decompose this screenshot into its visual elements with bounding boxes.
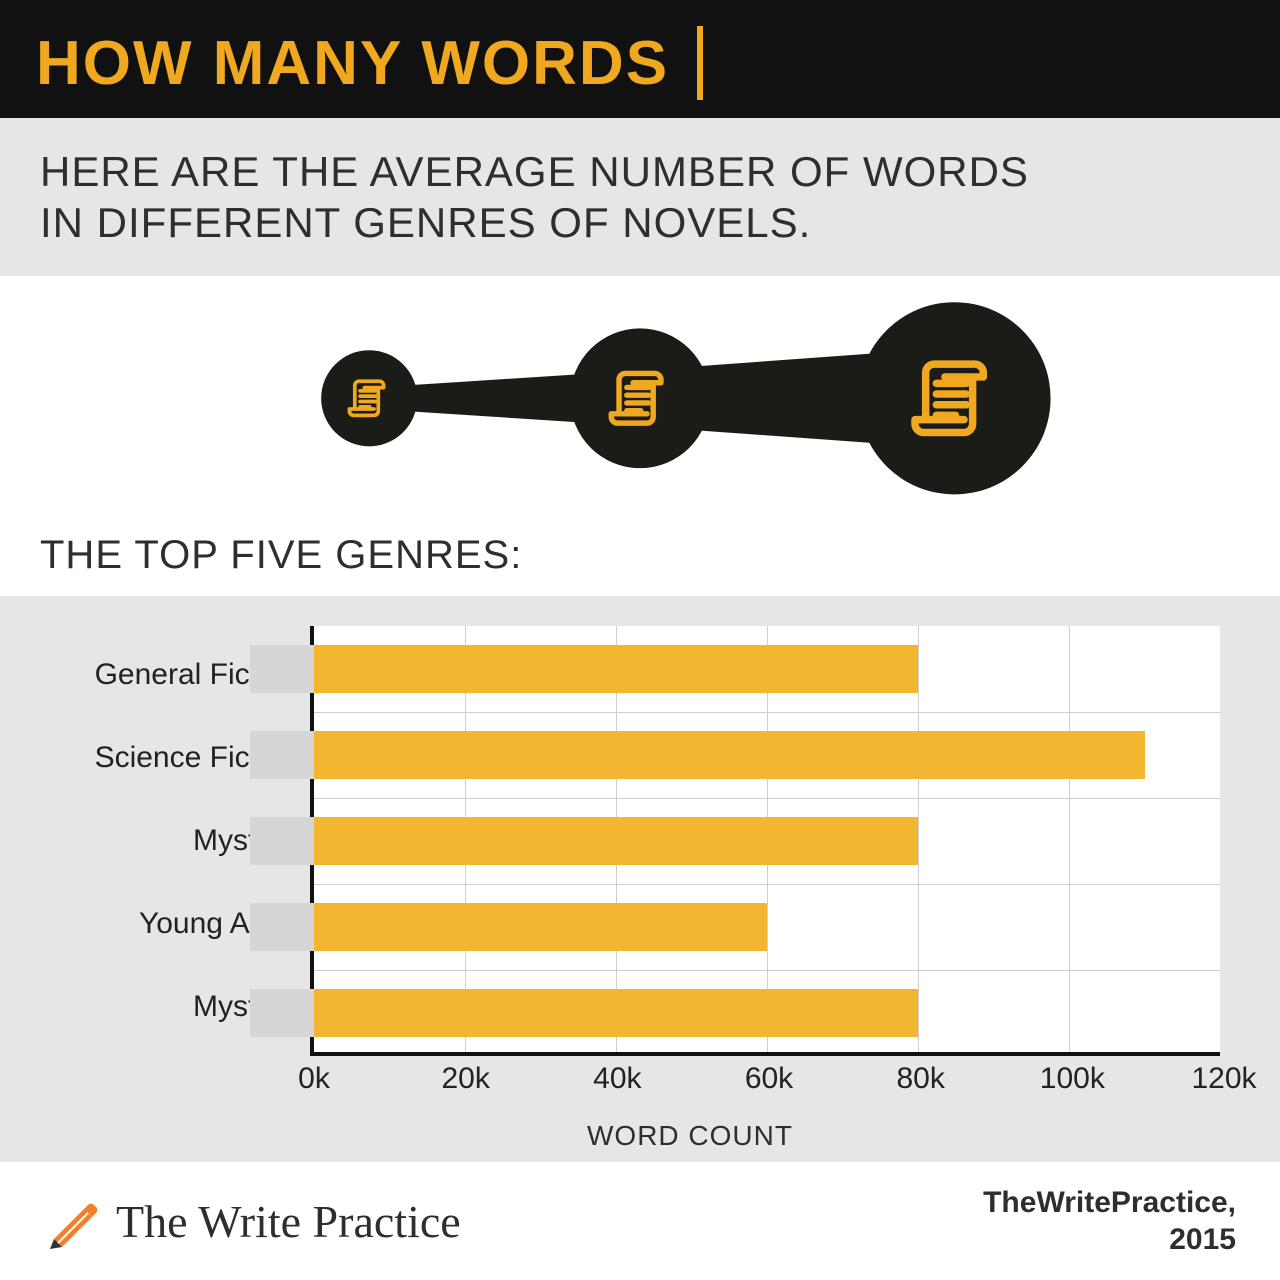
- gridline-horizontal: [314, 712, 1220, 713]
- x-tick-label: 20k: [441, 1062, 489, 1096]
- credit: TheWritePractice, 2015: [983, 1184, 1236, 1259]
- bar: [314, 903, 767, 951]
- credit-line2: 2015: [1169, 1223, 1236, 1256]
- bar: [314, 731, 1145, 779]
- chart-inner: General FictionScience FictionMysteryYou…: [60, 626, 1220, 1056]
- credit-line1: TheWritePractice,: [983, 1186, 1236, 1219]
- scroll-circle: [321, 351, 417, 447]
- bar-stub: [250, 989, 314, 1037]
- subtitle-line2: IN DIFFERENT GENRES OF NOVELS.: [40, 199, 811, 246]
- page-title: HOW MANY WORDS: [36, 28, 669, 99]
- x-tick-label: 120k: [1191, 1062, 1256, 1096]
- bar: [314, 817, 918, 865]
- subtitle-bar: HERE ARE THE AVERAGE NUMBER OF WORDS IN …: [0, 118, 1280, 276]
- page: HOW MANY WORDS HERE ARE THE AVERAGE NUMB…: [0, 0, 1280, 1280]
- scroll-icons-row: [0, 276, 1280, 521]
- bar-stub: [250, 645, 314, 693]
- footer: The Write Practice TheWritePractice, 201…: [0, 1162, 1280, 1280]
- gridline-horizontal: [314, 970, 1220, 971]
- x-tick-label: 100k: [1040, 1062, 1105, 1096]
- gridline-horizontal: [314, 798, 1220, 799]
- pencil-icon: [44, 1193, 100, 1249]
- title-bar: HOW MANY WORDS: [0, 0, 1280, 118]
- brand: The Write Practice: [44, 1193, 461, 1249]
- scroll-circle: [858, 303, 1050, 495]
- scroll-circle: [570, 329, 710, 469]
- gridline-horizontal: [314, 884, 1220, 885]
- chart-area: General FictionScience FictionMysteryYou…: [0, 596, 1280, 1162]
- x-axis-title: WORD COUNT: [160, 1120, 1220, 1152]
- x-tick-label: 60k: [745, 1062, 793, 1096]
- subtitle: HERE ARE THE AVERAGE NUMBER OF WORDS IN …: [40, 146, 1240, 248]
- x-tick-label: 40k: [593, 1062, 641, 1096]
- section-title: THE TOP FIVE GENRES:: [0, 521, 1280, 596]
- x-axis-labels: 0k20k40k60k80k100k120k: [310, 1056, 1220, 1102]
- subtitle-line1: HERE ARE THE AVERAGE NUMBER OF WORDS: [40, 148, 1029, 195]
- gridline-vertical: [918, 626, 919, 1052]
- bar-stub: [250, 731, 314, 779]
- x-tick-label: 80k: [896, 1062, 944, 1096]
- bar-stub: [250, 817, 314, 865]
- bar: [314, 645, 918, 693]
- bar-stub: [250, 903, 314, 951]
- gridline-vertical: [1069, 626, 1070, 1052]
- title-divider: [697, 26, 703, 100]
- chart-plot: [310, 626, 1220, 1056]
- x-tick-label: 0k: [298, 1062, 330, 1096]
- brand-text: The Write Practice: [116, 1195, 461, 1248]
- bar: [314, 989, 918, 1037]
- scroll-icons-svg: [0, 276, 1280, 521]
